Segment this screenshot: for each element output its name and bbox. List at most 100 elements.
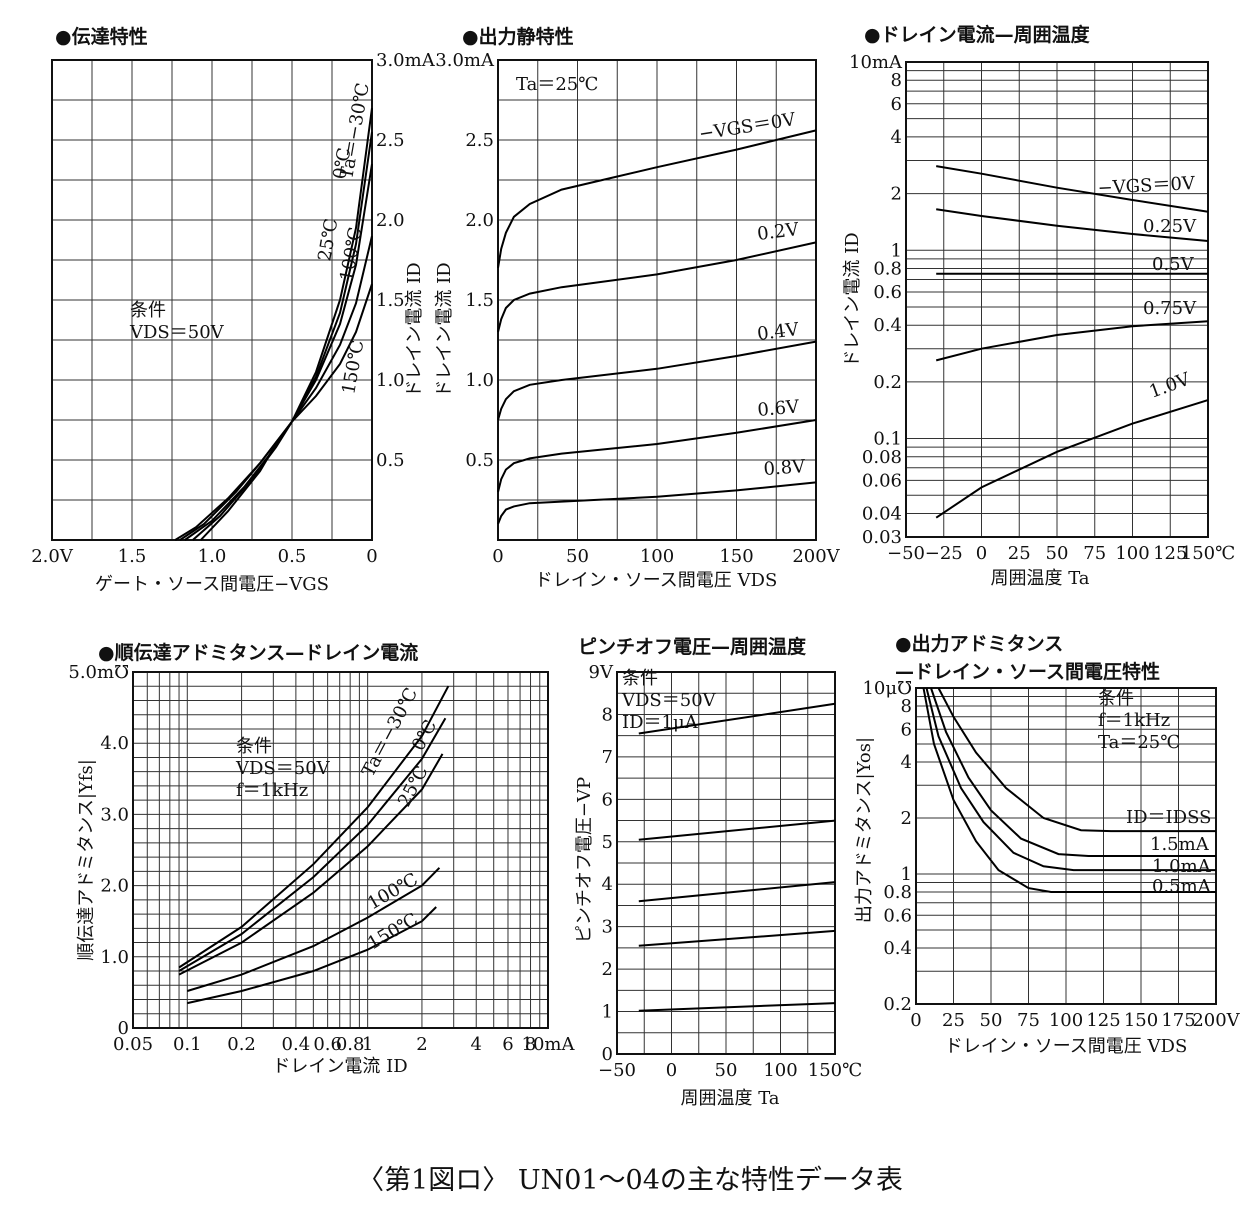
- figure-caption: 〈第1図ロ〉 UN01〜04の主な特性データ表: [357, 1165, 903, 1196]
- series-label: 0.25V: [1143, 216, 1197, 237]
- series-label: 0.5mA: [1152, 876, 1212, 897]
- y-tick-label: 8: [901, 696, 912, 717]
- series-line: [936, 208, 1209, 242]
- y-tick-label: 8: [891, 70, 902, 91]
- y-tick-label: 1.0: [100, 947, 129, 968]
- x-tick-label: 0: [666, 1060, 677, 1081]
- series-line: [178, 685, 450, 969]
- y-tick-label: 7: [602, 747, 613, 768]
- x-tick-label: 100: [640, 546, 674, 567]
- y-tick-label: 10mA: [849, 52, 903, 73]
- series-line: [187, 867, 441, 992]
- y-axis-label: ピンチオフ電圧−VP: [574, 777, 595, 943]
- series-label: 0.5V: [1152, 254, 1195, 275]
- x-tick-label: 0.2: [227, 1034, 256, 1055]
- chart6-title: ●出力アドミタンス —ドレイン・ソース間電圧特性: [895, 633, 1161, 683]
- x-tick-label: 1: [362, 1034, 373, 1055]
- series-label: 0.4V: [756, 319, 801, 345]
- series-label: 0.2V: [756, 219, 801, 245]
- x-tick-label: 50: [980, 1010, 1003, 1031]
- x-tick-label: 0.8: [336, 1034, 365, 1055]
- y-tick-label: 1.0: [465, 370, 494, 391]
- x-tick-label: 75: [1017, 1010, 1040, 1031]
- x-tick-label: 0.6: [313, 1034, 342, 1055]
- x-tick-label: 50: [1046, 543, 1069, 564]
- y-tick-label: 2: [602, 959, 613, 980]
- series-line: [497, 340, 817, 421]
- series-label: 1.0mA: [1152, 856, 1212, 877]
- x-tick-label: 150℃: [808, 1060, 863, 1081]
- y-tick-label: 6: [602, 789, 613, 810]
- y-tick-label: 6: [891, 94, 902, 115]
- y-tick-label: 2.0: [100, 876, 129, 897]
- series-label: 1.5mA: [1150, 834, 1210, 855]
- y-axis-label: 順伝達アドミタンス|Yfs|: [76, 759, 97, 961]
- x-tick-label: 0: [492, 546, 503, 567]
- y-tick-label: 6: [901, 719, 912, 740]
- y-tick-label: 1: [891, 240, 902, 261]
- x-tick-label: 125: [1086, 1010, 1120, 1031]
- plot-frame: [905, 61, 1209, 538]
- y-tick-label: 0.06: [862, 470, 902, 491]
- x-axis-label: ドレイン・ソース間電圧 VDS: [945, 1036, 1188, 1057]
- x-tick-label: 25: [942, 1010, 965, 1031]
- condition-annotation: 条件 VDS＝50V: [129, 300, 225, 343]
- y-tick-label: 2.5: [376, 130, 405, 151]
- y-tick-label: 2.5: [465, 130, 494, 151]
- x-tick-label: 0: [976, 543, 987, 564]
- series-line: [936, 165, 1209, 213]
- series-line: [178, 717, 447, 972]
- y-tick-label: 0.4: [883, 938, 912, 959]
- chart3-title: ●ドレイン電流—周囲温度: [864, 24, 1090, 46]
- y-tick-label: 0.5: [465, 450, 494, 471]
- series-label: ID＝IDSS: [1126, 807, 1211, 828]
- x-tick-label: 4: [471, 1034, 482, 1055]
- x-tick-label: 8: [525, 1034, 536, 1055]
- x-tick-label: 0.1: [173, 1034, 202, 1055]
- y-tick-label: 1.5: [465, 290, 494, 311]
- x-tick-label: 1.5: [118, 546, 147, 567]
- x-tick-label: 50: [715, 1060, 738, 1081]
- series-line: [935, 320, 1209, 362]
- x-tick-label: −25: [925, 543, 963, 564]
- series-line: [200, 283, 373, 541]
- series-line: [497, 129, 817, 269]
- y-tick-label: 3.0: [100, 804, 129, 825]
- y-tick-label: 3: [602, 917, 613, 938]
- x-tick-label: 100: [763, 1060, 797, 1081]
- x-tick-label: 75: [1083, 543, 1106, 564]
- condition-annotation: 条件 f＝1kHz Ta＝25℃: [1098, 688, 1180, 753]
- y-tick-label: 10μ℧: [862, 678, 912, 699]
- x-axis-label: 周囲温度 Ta: [990, 568, 1089, 589]
- series-line: [638, 819, 836, 841]
- x-tick-label: 150: [719, 546, 753, 567]
- plot-frame: [616, 671, 836, 1055]
- y-tick-label: 0.6: [883, 905, 912, 926]
- y-tick-label: 2: [891, 184, 902, 205]
- x-axis-label: 周囲温度 Ta: [680, 1088, 779, 1109]
- y-tick-label: 5: [602, 832, 613, 853]
- chart1-title: ●伝達特性: [55, 26, 148, 48]
- x-tick-label: 0: [910, 1010, 921, 1031]
- series-line: [497, 241, 817, 333]
- x-tick-label: 175: [1161, 1010, 1195, 1031]
- x-tick-label: 100: [1115, 543, 1149, 564]
- condition-annotation: Ta＝25℃: [516, 74, 598, 95]
- y-tick-label: 0.4: [873, 315, 902, 336]
- series-label: 0.75V: [1143, 298, 1197, 319]
- series-line: [925, 687, 1216, 872]
- series-line: [497, 481, 817, 525]
- y-tick-label: 4: [602, 874, 613, 895]
- chart5-title: ピンチオフ電圧—周囲温度: [578, 636, 807, 658]
- y-tick-label: 1: [602, 1002, 613, 1023]
- series-line: [935, 399, 1209, 519]
- x-tick-label: 2: [416, 1034, 427, 1055]
- series-line: [187, 906, 437, 1005]
- plot-frame: [497, 59, 817, 541]
- plot-frame: [51, 59, 373, 541]
- y-tick-label: 0: [118, 1018, 129, 1039]
- y-tick-label: 3.0mA: [376, 50, 436, 71]
